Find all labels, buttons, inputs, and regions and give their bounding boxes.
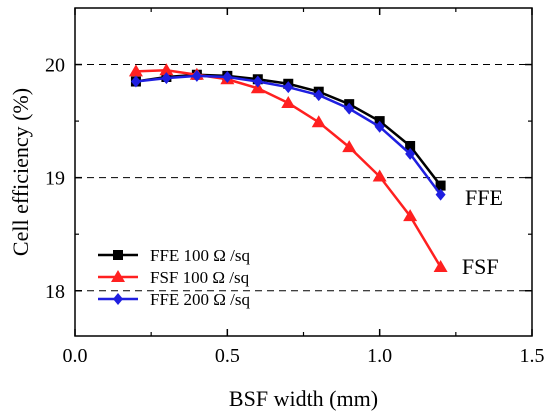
series-2-point-5 <box>283 81 294 94</box>
series-2-point-1 <box>161 72 172 85</box>
series-2 <box>130 69 446 201</box>
series-0-point-10 <box>435 180 446 191</box>
x-tick-label-0: 0.0 <box>63 345 88 367</box>
series-1-point-9 <box>403 209 418 222</box>
series-2-point-7 <box>344 102 355 115</box>
series-1-point-5 <box>281 96 296 109</box>
x-tick-label-1: 0.5 <box>215 345 240 367</box>
series-2-point-6 <box>313 89 324 102</box>
series-2-point-8 <box>374 120 385 133</box>
series-1-point-7 <box>342 140 357 153</box>
legend-label-1: FSF 100 Ω /sq <box>150 268 250 287</box>
legend-item-1: FSF 100 Ω /sq <box>98 268 250 287</box>
series-2-point-3 <box>222 70 233 83</box>
series-line-2 <box>135 74 442 196</box>
series-0-point-9 <box>405 140 416 151</box>
x-tick-label-3: 1.5 <box>520 345 545 367</box>
series-1-point-8 <box>372 169 387 182</box>
annotations: FFE FSF <box>462 185 503 279</box>
series-1-point-6 <box>311 115 326 128</box>
legend-item-2: FFE 200 Ω /sq <box>98 290 251 309</box>
legend-marker-1 <box>111 270 125 282</box>
legend-item-0: FFE 100 Ω /sq <box>98 246 251 265</box>
y-tick-label-2: 20 <box>45 55 65 77</box>
series-2-point-4 <box>252 75 263 88</box>
series-1-point-0 <box>128 64 143 77</box>
x-axis-label: BSF width (mm) <box>229 386 378 411</box>
legend: FFE 100 Ω /sq FSF 100 Ω /sq FFE 200 Ω /sq <box>98 246 251 309</box>
series-1-point-1 <box>159 63 174 76</box>
series-2-point-9 <box>405 147 416 160</box>
series-group <box>128 63 448 273</box>
axis-ticks: 18 19 20 0.0 0.5 1.0 1.5 <box>45 8 545 367</box>
legend-marker-2 <box>113 293 123 305</box>
legend-label-0: FFE 100 Ω /sq <box>150 246 251 265</box>
legend-marker-0 <box>113 250 123 260</box>
annotation-1: FSF <box>462 254 499 279</box>
annotation-0: FFE <box>465 185 503 210</box>
series-2-point-2 <box>191 69 202 82</box>
series-2-point-10 <box>435 188 446 201</box>
y-tick-label-1: 19 <box>45 168 65 190</box>
legend-label-2: FFE 200 Ω /sq <box>150 290 251 309</box>
grid-lines <box>75 64 532 292</box>
series-2-point-0 <box>130 75 141 88</box>
plot-frame <box>74 7 533 337</box>
x-tick-label-2: 1.0 <box>367 345 392 367</box>
series-1 <box>128 63 448 273</box>
y-tick-label-0: 18 <box>45 281 65 303</box>
y-axis-label: Cell efficiency (%) <box>8 88 33 256</box>
series-1-point-10 <box>433 260 448 273</box>
